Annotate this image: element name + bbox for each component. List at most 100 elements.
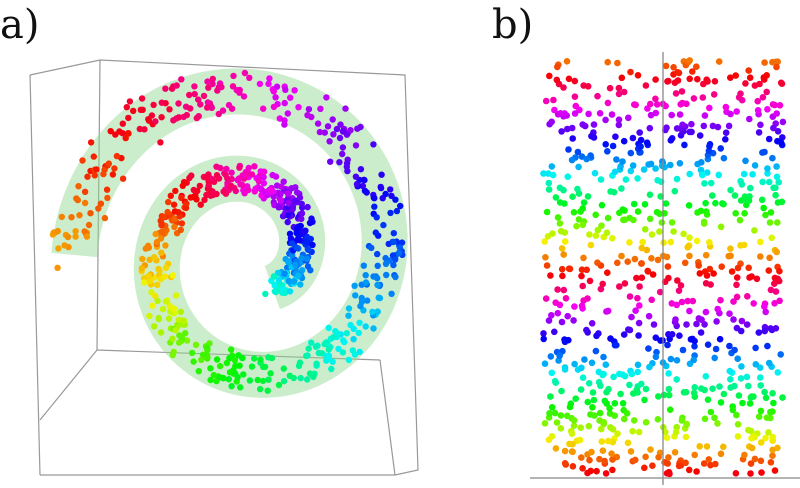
point [634,361,642,369]
point [576,436,584,444]
point [130,107,137,115]
point [151,253,158,261]
point [711,414,718,422]
point [714,123,722,131]
point [737,327,745,335]
point [182,330,189,337]
point [711,354,718,362]
point [627,167,635,175]
point [752,344,759,352]
point [284,218,291,226]
point [170,348,177,356]
point [345,305,353,312]
point [72,228,79,235]
point [590,121,598,128]
point [298,210,306,217]
point [548,312,555,319]
point [617,390,624,398]
point [612,133,619,140]
point [667,137,675,144]
point [652,165,659,172]
point [564,125,571,133]
point [295,272,302,279]
point [737,90,744,97]
point [764,165,771,172]
point [634,294,641,302]
point [670,228,677,235]
point [693,320,700,328]
point [774,444,781,452]
point [339,150,346,158]
point [97,200,105,207]
point [653,208,661,216]
point [272,173,280,180]
point [557,425,565,432]
point [668,219,676,226]
point [769,154,776,162]
point [213,356,221,363]
point [220,188,227,195]
point [762,434,769,442]
point [255,178,263,185]
point [690,389,698,397]
point [673,301,680,309]
point [763,414,771,422]
point [237,181,244,188]
point [585,380,593,387]
point [625,326,632,333]
point [602,470,610,477]
point [758,196,766,204]
point [591,412,598,419]
point [209,75,216,83]
point [710,270,717,277]
point [564,312,571,320]
point [588,359,596,367]
point [310,373,317,380]
point [696,443,703,450]
point [765,135,773,143]
point [720,154,728,162]
point [636,302,643,309]
point [615,84,623,92]
point [703,443,711,450]
point [674,69,681,76]
point [81,188,89,195]
point [757,253,764,260]
point [177,226,184,234]
point [333,125,341,133]
point [610,373,617,381]
point [715,58,723,65]
point [599,280,606,288]
point [614,430,621,438]
point [105,160,113,167]
point [162,264,170,271]
point [701,386,708,394]
point [368,244,375,252]
point [757,439,765,446]
point [658,219,666,226]
point [642,419,650,426]
point [553,76,561,84]
point [764,170,771,177]
point [392,273,399,281]
point [175,209,182,216]
point [648,254,655,262]
point [773,110,780,117]
point [262,189,269,197]
point [635,332,642,339]
point [697,329,705,336]
point [673,357,681,364]
point [172,327,179,334]
point [260,105,267,112]
point [138,265,146,272]
point [771,467,779,474]
point [706,239,713,246]
point [571,77,579,85]
point [774,369,782,376]
point [327,158,334,165]
point [540,335,547,343]
point [731,346,738,354]
point [304,352,311,359]
point [240,371,247,378]
point [579,282,586,290]
